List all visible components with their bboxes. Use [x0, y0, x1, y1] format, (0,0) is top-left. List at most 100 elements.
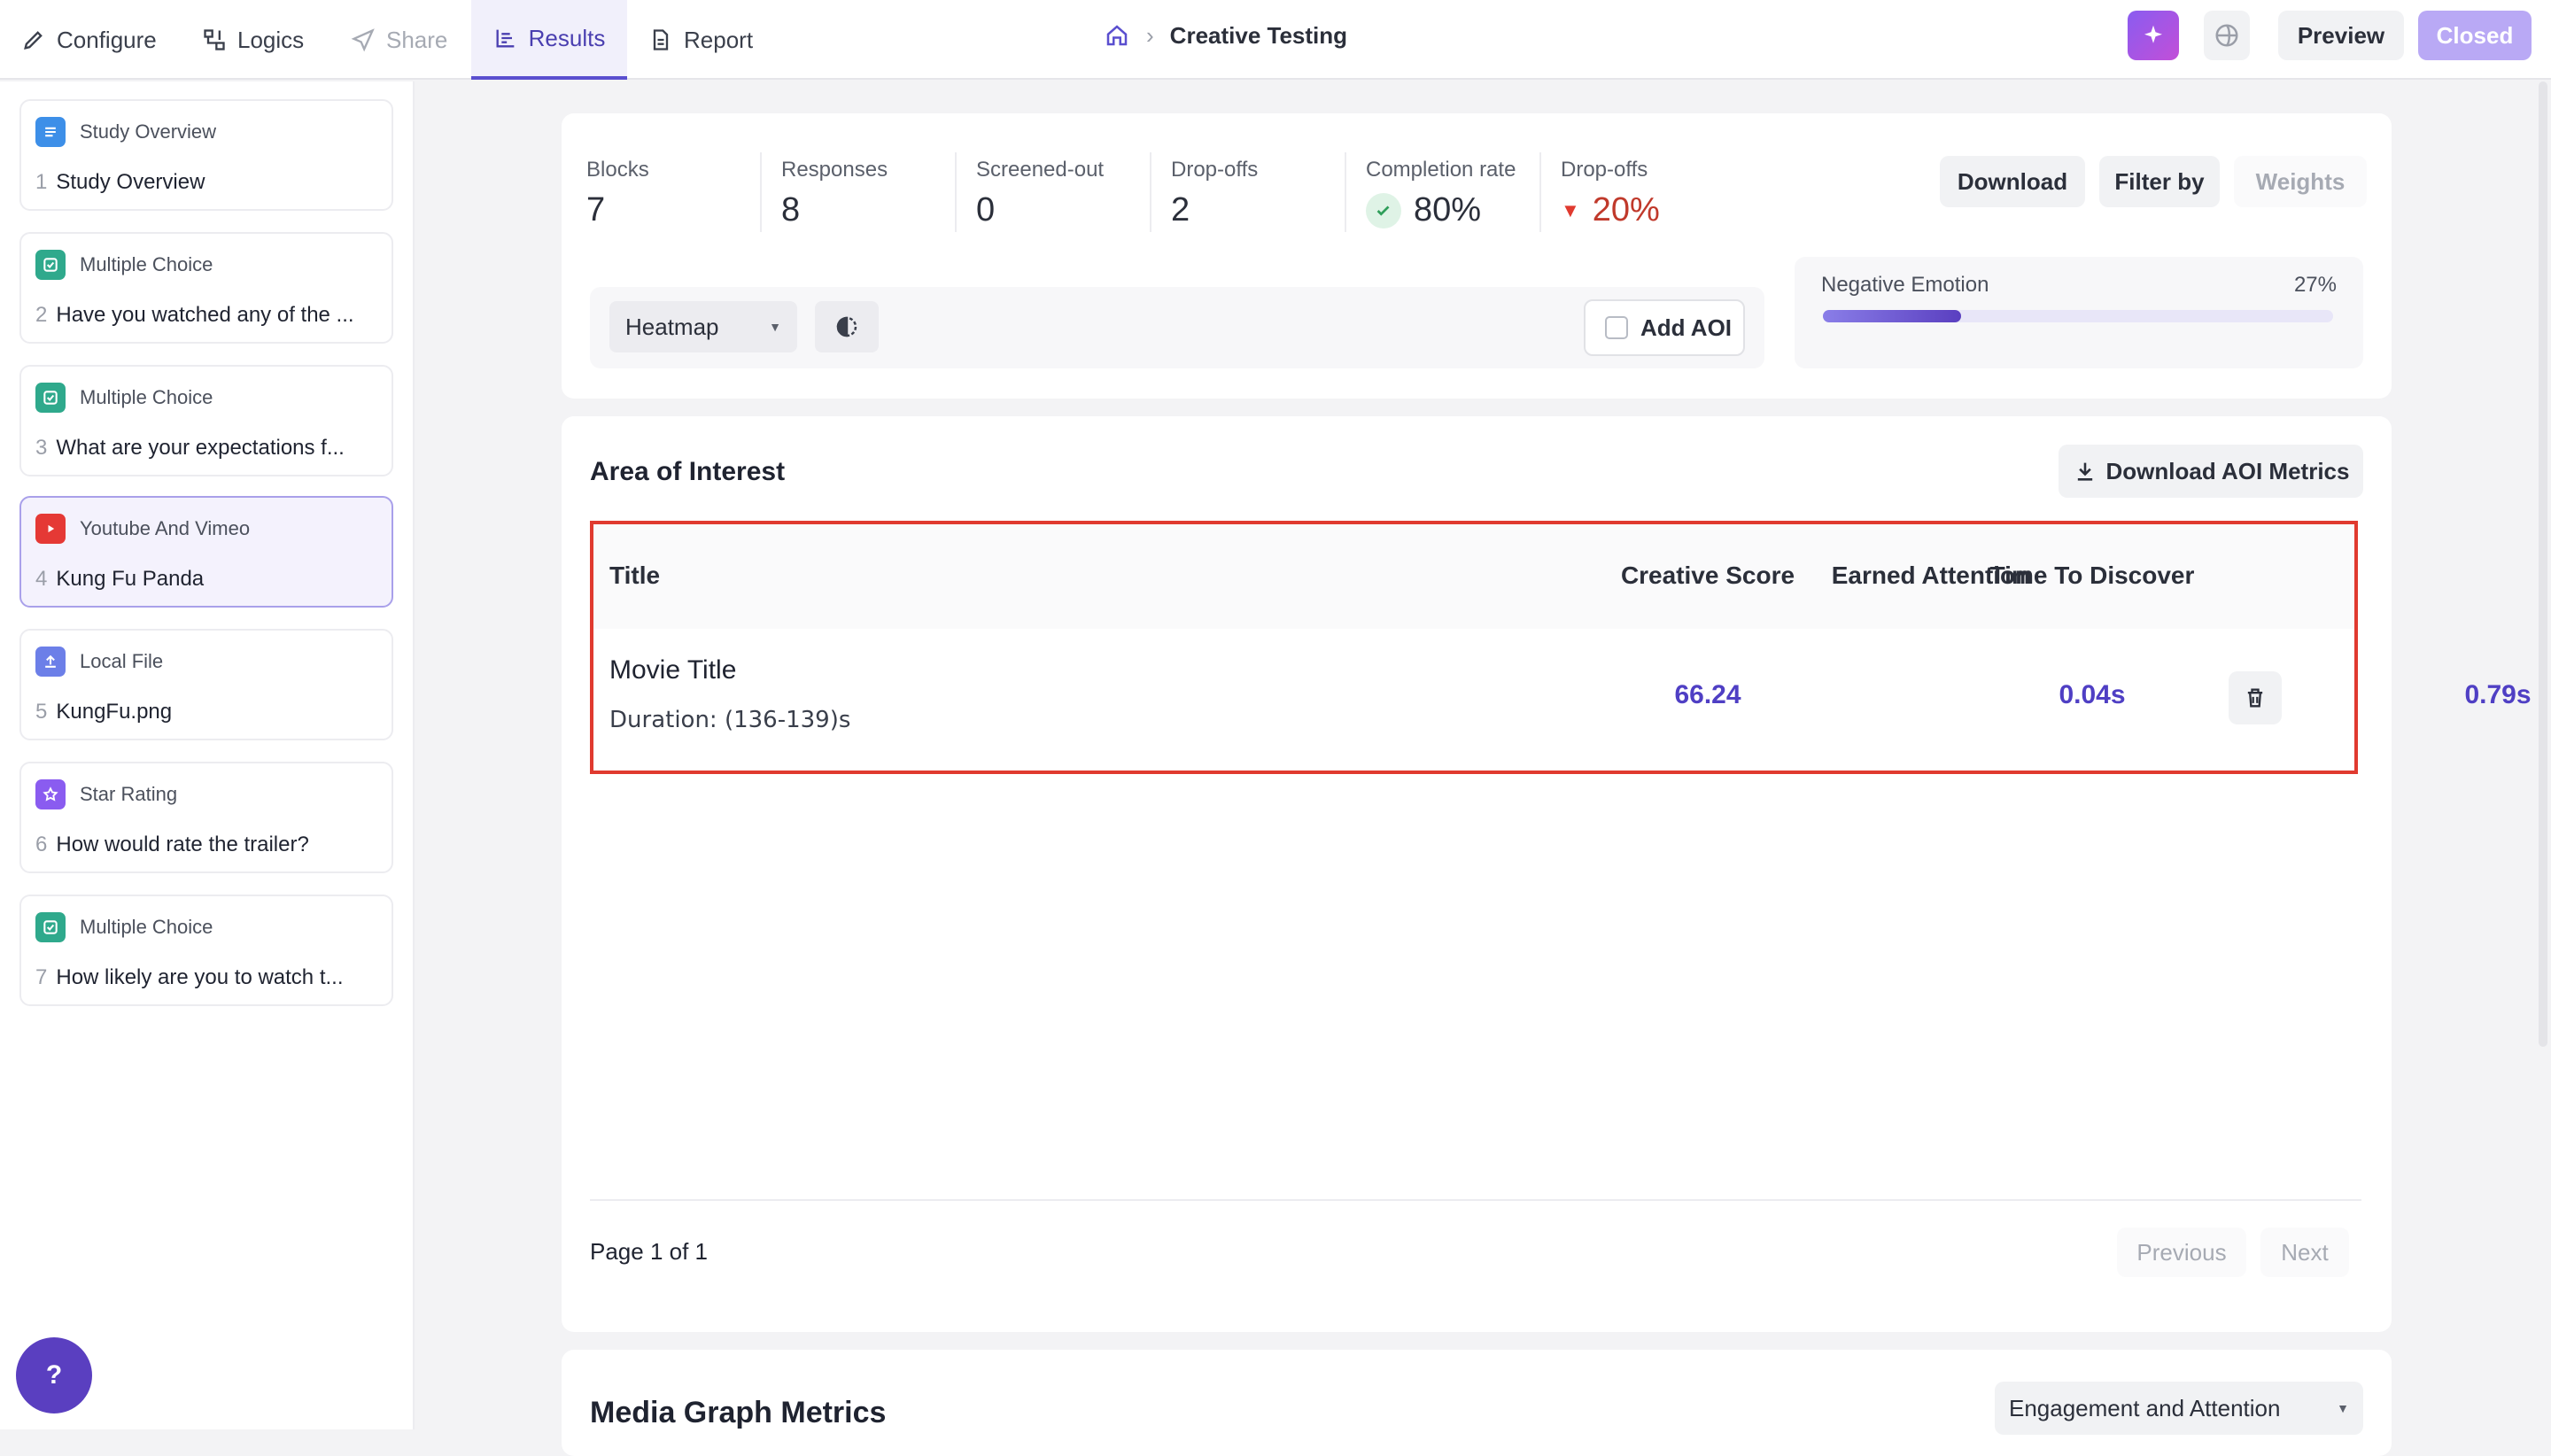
sidebar-item-multiple-choice-3[interactable]: Multiple Choice 3 What are your expectati… — [19, 365, 393, 476]
stat-value: 2 — [1171, 191, 1190, 228]
heatmap-select[interactable]: Heatmap ▼ — [609, 301, 797, 352]
column-header-time-to-discover: Time To Discover — [1989, 561, 2195, 589]
sidebar-item-star-rating[interactable]: Star Rating 6 How would rate the trailer? — [19, 762, 393, 873]
sidebar-item-question: 1 Study Overview — [35, 170, 377, 195]
delete-row-button[interactable] — [2229, 671, 2282, 724]
stat-value: 7 — [586, 191, 606, 228]
stat-drop-offs: Drop-offs 2 — [1171, 158, 1258, 229]
caret-down-icon: ▼ — [1561, 198, 1580, 221]
add-aoi-label: Add AOI — [1640, 314, 1733, 341]
sidebar-item-number: 5 — [35, 700, 48, 724]
sidebar-item-type: Youtube And Vimeo — [35, 514, 250, 544]
sidebar-item-question: 4 Kung Fu Panda — [35, 567, 377, 592]
stat-label: Blocks — [586, 158, 649, 182]
checkbox-icon — [35, 383, 66, 413]
drop-off-rate-value: 20% — [1592, 191, 1660, 228]
add-aoi-checkbox[interactable] — [1605, 316, 1628, 339]
scrollbar[interactable] — [2539, 81, 2547, 1047]
sidebar-item-multiple-choice-7[interactable]: Multiple Choice 7 How likely are you to w… — [19, 895, 393, 1006]
sparkle-icon — [2144, 25, 2162, 43]
sidebar-item-text: Kung Fu Panda — [56, 567, 205, 591]
weights-button[interactable]: Weights — [2234, 156, 2367, 207]
sidebar-item-text: What are your expectations f... — [56, 436, 345, 460]
sidebar-item-type-label: Youtube And Vimeo — [80, 517, 251, 539]
divider — [1150, 152, 1151, 232]
sidebar-item-question: 3 What are your expectations f... — [35, 436, 377, 461]
top-bar: Configure Logics Share Results Report › … — [0, 0, 2551, 80]
heatmap-select-value: Heatmap — [625, 313, 719, 340]
sidebar-item-text: Study Overview — [56, 170, 205, 194]
breadcrumb-current: Creative Testing — [1169, 21, 1348, 49]
emotion-progress-fill — [1823, 310, 1961, 322]
tab-results[interactable]: Results — [471, 0, 627, 80]
stat-value: ▼ 20% — [1561, 191, 1660, 229]
add-aoi-button[interactable]: Add AOI — [1584, 299, 1745, 356]
divider — [1539, 152, 1541, 232]
checkbox-icon — [35, 912, 66, 942]
stat-blocks: Blocks 7 — [586, 158, 649, 229]
tab-report[interactable]: Report — [648, 0, 753, 80]
check-circle-icon — [1366, 192, 1401, 228]
sidebar-item-question: 2 Have you watched any of the ... — [35, 303, 377, 328]
contrast-button[interactable] — [815, 301, 879, 352]
play-icon — [35, 514, 66, 544]
theme-button[interactable] — [2204, 11, 2250, 60]
tab-logics-label: Logics — [237, 26, 305, 53]
sidebar: Study Overview 1 Study Overview Multiple … — [0, 81, 415, 1429]
document-icon — [653, 29, 669, 50]
checkbox-icon — [35, 250, 66, 280]
sidebar-item-type-label: Multiple Choice — [80, 916, 213, 938]
aoi-panel: Area of Interest Download AOI Metrics Ti… — [562, 416, 2532, 1332]
divider — [1345, 152, 1346, 232]
sidebar-item-youtube-vimeo[interactable]: Youtube And Vimeo 4 Kung Fu Panda — [19, 496, 393, 608]
sidebar-item-type-label: Star Rating — [80, 783, 178, 805]
home-icon[interactable] — [1104, 22, 1130, 49]
sidebar-item-multiple-choice-2[interactable]: Multiple Choice 2 Have you watched any of… — [19, 232, 393, 344]
download-aoi-metrics-label: Download AOI Metrics — [2105, 457, 2350, 484]
sidebar-item-question: 7 How likely are you to watch t... — [35, 965, 377, 990]
sidebar-item-number: 4 — [35, 567, 48, 591]
caret-down-icon: ▼ — [2337, 1401, 2349, 1415]
tab-configure-label: Configure — [57, 26, 157, 53]
tab-share[interactable]: Share — [351, 0, 447, 80]
stat-value: 0 — [976, 191, 996, 228]
sidebar-item-question: 5 KungFu.png — [35, 700, 377, 724]
sidebar-item-study-overview[interactable]: Study Overview 1 Study Overview — [19, 99, 393, 211]
download-button[interactable]: Download — [1940, 156, 2085, 207]
sidebar-item-type-label: Study Overview — [80, 120, 217, 143]
row-earned-attention: 0.79s — [2464, 680, 2532, 709]
closed-button[interactable]: Closed — [2418, 11, 2532, 60]
sidebar-item-question: 6 How would rate the trailer? — [35, 833, 377, 857]
emotion-value: 27% — [2293, 273, 2337, 297]
download-aoi-metrics-button[interactable]: Download AOI Metrics — [2059, 445, 2363, 498]
tab-share-label: Share — [386, 26, 448, 53]
row-time-to-discover: 0.04s — [2059, 680, 2126, 709]
next-button[interactable]: Next — [2260, 1228, 2349, 1277]
row-creative-score: 66.24 — [1674, 680, 1741, 709]
globe-icon — [2215, 24, 2238, 47]
divider — [590, 1199, 2361, 1201]
sidebar-item-number: 6 — [35, 833, 48, 856]
sidebar-item-type: Multiple Choice — [35, 250, 213, 280]
star-icon — [35, 779, 66, 809]
sidebar-item-type: Multiple Choice — [35, 383, 213, 413]
tab-configure[interactable]: Configure — [21, 0, 157, 80]
help-button[interactable]: ? — [16, 1337, 92, 1413]
contrast-icon — [836, 316, 857, 337]
stat-label: Drop-offs — [1171, 158, 1259, 182]
stat-value: 80% — [1366, 191, 1516, 229]
media-graph-select[interactable]: Engagement and Attention ▼ — [1995, 1382, 2363, 1435]
emotion-card: Negative Emotion 27% — [1795, 257, 2363, 368]
caret-down-icon: ▼ — [769, 320, 781, 334]
sidebar-item-type-label: Local File — [80, 650, 164, 672]
previous-button[interactable]: Previous — [2117, 1228, 2246, 1277]
sidebar-item-type-label: Multiple Choice — [80, 386, 213, 408]
sidebar-item-local-file[interactable]: Local File 5 KungFu.png — [19, 629, 393, 740]
emotion-label: Negative Emotion — [1821, 273, 1989, 297]
preview-button[interactable]: Preview — [2278, 11, 2404, 60]
ai-assistant-button[interactable] — [2128, 11, 2179, 60]
filter-by-button[interactable]: Filter by — [2099, 156, 2220, 207]
tab-logics[interactable]: Logics — [202, 0, 304, 80]
bar-chart-icon — [496, 29, 514, 48]
aoi-table-header — [593, 524, 2354, 629]
